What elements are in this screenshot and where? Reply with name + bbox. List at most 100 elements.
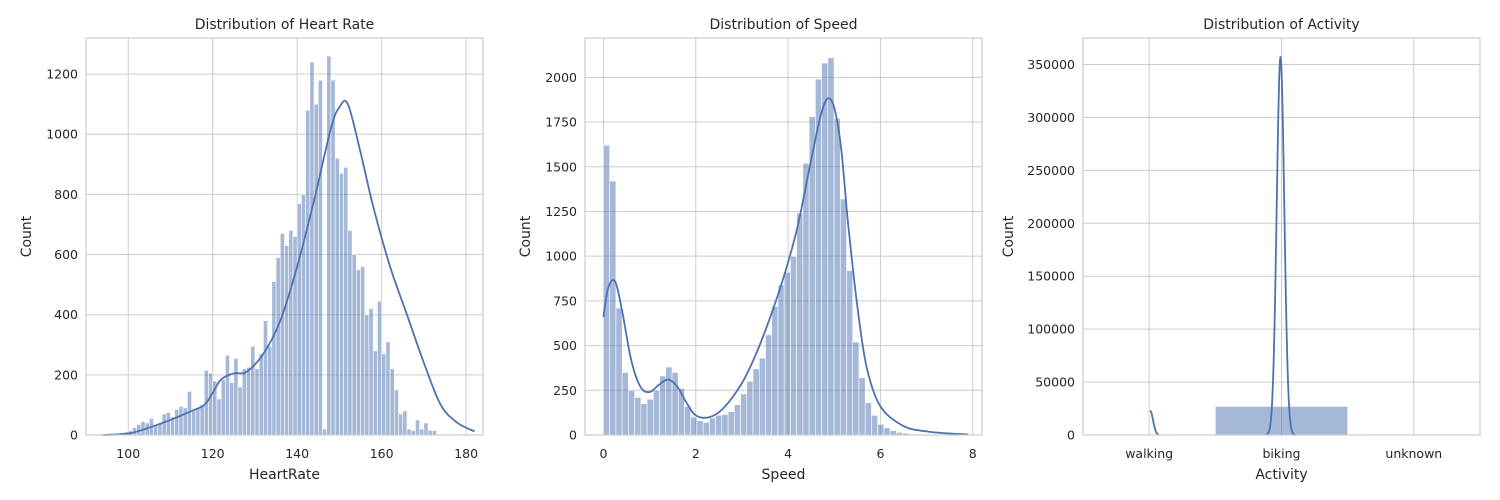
histogram-bar (220, 379, 226, 436)
histogram-bar (746, 381, 754, 436)
histogram-bar (326, 55, 332, 436)
histogram-bar (1215, 406, 1348, 436)
histogram-bar (796, 212, 804, 436)
y-tick-label: 1000 (46, 127, 78, 142)
histogram-bar (406, 428, 412, 436)
histogram-bar (174, 409, 180, 436)
histogram-bar (241, 368, 247, 436)
histogram-bar (839, 198, 847, 436)
histogram-bar (271, 281, 277, 436)
plot-frame (85, 37, 484, 436)
x-tick-label: 4 (784, 446, 792, 461)
histogram-bar (640, 403, 648, 436)
histogram-bar (233, 358, 239, 436)
histogram-bar (821, 62, 829, 436)
y-tick-label: 0 (70, 428, 78, 443)
histogram-bar (752, 368, 760, 436)
histogram-bar (305, 109, 311, 436)
histogram-bar (279, 233, 285, 436)
histogram-bar (322, 428, 328, 436)
histogram-bar (709, 417, 716, 436)
histogram-bar (199, 404, 205, 436)
histogram-bar (427, 430, 433, 436)
histogram-bar (415, 419, 420, 436)
histogram-bar (802, 162, 810, 436)
histogram-bar (727, 411, 735, 436)
histogram-bar (191, 409, 197, 436)
kde-curve-biking (1265, 56, 1296, 436)
x-tick-label: 6 (876, 446, 884, 461)
histogram-bar (284, 245, 290, 436)
histogram-bar (653, 389, 660, 436)
histogram-bar (330, 79, 336, 436)
histogram-bar (368, 308, 374, 436)
histogram-bar (165, 412, 171, 436)
x-axis-label: Activity (1255, 467, 1307, 483)
x-tick-label: 2 (692, 446, 700, 461)
y-tick-label: 500 (553, 338, 577, 353)
histogram-bar (677, 388, 685, 436)
histogram-bar (355, 269, 361, 436)
histogram-bar (398, 413, 404, 436)
y-tick-label: 750 (553, 293, 577, 308)
histogram-bar (389, 368, 395, 436)
histogram-bar (364, 314, 370, 436)
x-tick-label: 0 (599, 446, 607, 461)
chart-title: Distribution of Heart Rate (195, 17, 375, 33)
histogram-bar (246, 367, 252, 436)
histogram-bar (402, 410, 408, 436)
histogram-bar (385, 341, 391, 436)
chart-panel-3: 0 50000 100000 150000 200000 250000 300000 3500… (1001, 17, 1481, 483)
histogram-bar (229, 382, 235, 436)
histogram-bar (877, 423, 885, 436)
histogram-bar (250, 345, 256, 436)
histogram-bar (275, 257, 281, 436)
histogram-bar (301, 194, 306, 436)
y-tick-label: 200 (54, 367, 78, 382)
y-tick-label: 350000 (1027, 57, 1075, 72)
histogram-bar (864, 402, 872, 436)
x-axis-label: Speed (762, 467, 806, 483)
x-tick-label: 160 (370, 446, 394, 461)
histogram-bar (254, 368, 260, 436)
plot-frame (1082, 37, 1481, 436)
y-tick-label: 100000 (1027, 322, 1075, 337)
histogram-bar (296, 203, 302, 436)
y-tick-label: 0 (1067, 428, 1075, 443)
histogram-bar (646, 398, 654, 436)
chart-panel-2: 0 250 500 750 1000 1250 1500 1750 2000 0 2 4 6 8 Distr… (518, 17, 983, 483)
histogram-bar (347, 230, 353, 436)
y-tick-label: 50000 (1035, 375, 1075, 390)
histogram-bar (313, 103, 319, 436)
y-axis-label: Count (1001, 215, 1017, 257)
x-tick-label: 180 (454, 446, 478, 461)
histogram-bar (758, 357, 766, 436)
histogram-bar (665, 366, 673, 436)
histogram-bar (871, 415, 878, 436)
histogram-bar (740, 393, 748, 436)
y-tick-label: 300000 (1027, 110, 1075, 125)
histogram-bar (765, 334, 773, 436)
histogram-bar (208, 373, 214, 436)
y-tick-label: 150000 (1027, 269, 1075, 284)
histogram-bar (182, 407, 188, 436)
histogram-bar (690, 416, 698, 436)
y-tick-label: 400 (54, 307, 78, 322)
histogram-bar (621, 372, 629, 436)
histogram-bar (381, 353, 387, 436)
histogram-bar (410, 430, 416, 436)
histogram-bar (423, 422, 429, 436)
histogram-bar (615, 307, 623, 436)
histogram-bar (288, 230, 294, 436)
histogram-bar (334, 158, 340, 436)
y-tick-label: 1250 (545, 204, 577, 219)
histogram-bar (734, 404, 741, 436)
kde-curve (602, 97, 969, 436)
histogram-bar (360, 266, 366, 436)
histogram-bar (432, 430, 437, 436)
histogram-bar (696, 420, 704, 436)
histogram-bar (140, 421, 146, 436)
histogram-bar (394, 389, 399, 436)
x-tick-label: walking (1125, 446, 1173, 461)
